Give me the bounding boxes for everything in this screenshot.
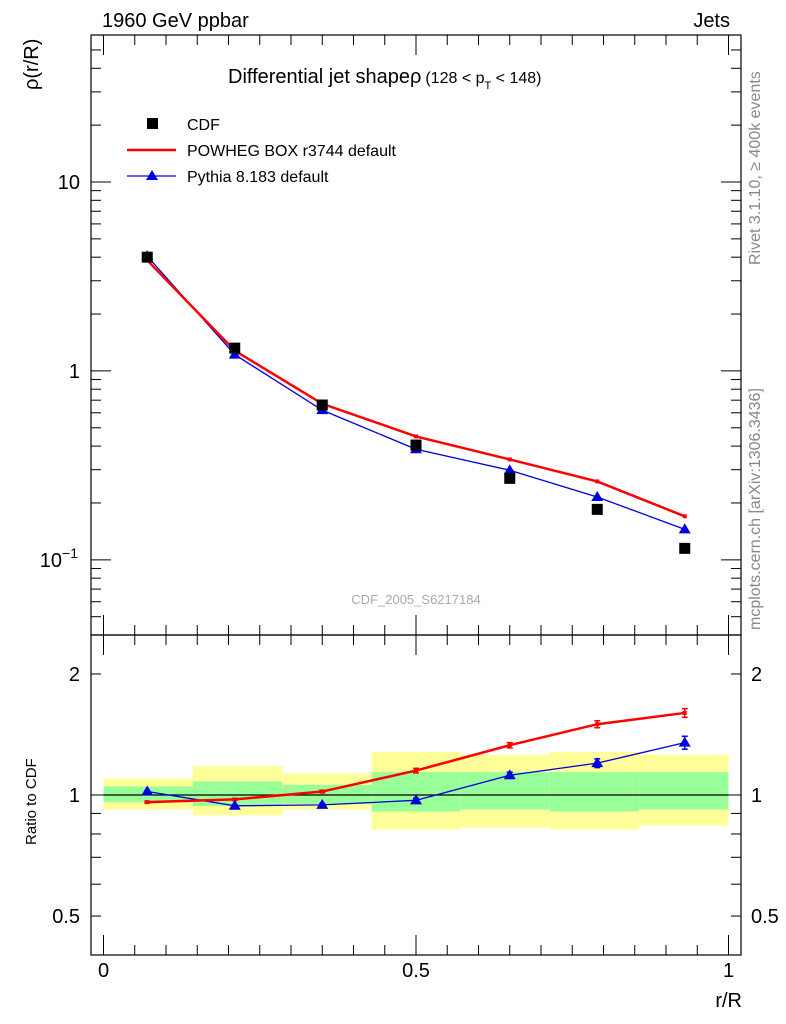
powheg-ratio-point — [507, 743, 512, 748]
powheg-ratio-point — [145, 800, 150, 805]
powheg-point — [507, 457, 512, 462]
cdf-point — [229, 342, 241, 354]
legend-marker-pythia — [146, 170, 158, 180]
pythia-ratio-point — [591, 757, 604, 768]
main-ytick-label: 1 — [69, 361, 80, 383]
legend-label-pythia: Pythia 8.183 default — [187, 169, 329, 186]
cdf-point — [410, 439, 422, 451]
cdf-point — [141, 251, 153, 263]
pythia-ratio-point — [141, 785, 154, 796]
band-inner-bin — [282, 784, 372, 804]
x-axis-title: r/R — [715, 990, 742, 1012]
pythia-ratio-point — [228, 799, 241, 810]
xtick-label: 0.5 — [402, 960, 430, 982]
main-ytick-label: 10 — [58, 172, 80, 194]
ratio-ytick-label-right: 2 — [751, 664, 762, 686]
cdf-point — [504, 472, 516, 484]
pythia-ratio-point — [503, 769, 516, 780]
analysis-watermark: CDF_2005_S6217184 — [351, 592, 480, 607]
pythia-ratio-point — [410, 794, 422, 805]
pythia-ratio-point — [316, 798, 329, 809]
cdf-point — [316, 399, 328, 411]
legend-label-cdf: CDF — [187, 117, 220, 134]
xtick-label: 1 — [723, 960, 734, 982]
main-curves — [141, 250, 691, 554]
powheg-ratio-point — [595, 722, 600, 727]
ratio-ytick-label-right: 0.5 — [751, 906, 779, 928]
pythia-line — [146, 255, 685, 530]
axes — [90, 34, 742, 956]
pythia-point — [678, 523, 691, 534]
ratio-ytick-label-left: 0.5 — [52, 906, 80, 928]
powheg-line — [146, 259, 686, 518]
cdf-point — [591, 503, 603, 515]
xtick-label: 0 — [98, 960, 109, 982]
ratio-ytick-label-right: 1 — [751, 785, 762, 807]
legend-marker-cdf — [147, 118, 158, 129]
header-left: 1960 GeV ppbar — [102, 10, 249, 32]
mcplots-label: mcplots.cern.ch [arXiv:1306.3436] — [747, 388, 764, 630]
legend-label-powheg: POWHEG BOX r3744 default — [187, 143, 397, 160]
powheg-point — [682, 514, 687, 519]
legend: CDF POWHEG BOX r3744 default Pythia 8.18… — [127, 117, 397, 186]
plot-title: Differential jet shapeρ (128 < pT < 148) — [228, 66, 542, 92]
pythia-point — [591, 491, 604, 502]
cdf-point — [679, 542, 691, 554]
ratio-ytick-label-left: 1 — [69, 785, 80, 807]
pythia-ratio-point — [678, 736, 691, 747]
powheg-ratio-point — [414, 768, 418, 773]
band-inner-bin — [639, 772, 729, 810]
powheg-ratio-point — [682, 710, 687, 715]
powheg-ratio-point — [320, 789, 325, 794]
powheg-point — [595, 479, 600, 484]
pythia-point — [503, 464, 516, 475]
main-y-axis-title: ρ(r/R) — [21, 39, 43, 90]
powheg-point — [414, 434, 418, 439]
header-right: Jets — [693, 10, 730, 32]
powheg-ratio-point — [232, 797, 237, 802]
ratio-uncertainty-bands — [103, 751, 729, 830]
main-ytick-label: 10−1 — [40, 545, 78, 572]
tick-labels: 10−1 1 10 0.5 0.5 1 1 2 2 0 0.5 1 — [40, 172, 779, 982]
ratio-ytick-label-left: 2 — [69, 664, 80, 686]
ratio-curves — [141, 707, 691, 810]
band-inner-bin — [549, 772, 640, 812]
band-inner-bin — [192, 781, 283, 806]
ratio-y-axis-title: Ratio to CDF — [23, 758, 40, 845]
rivet-label: Rivet 3.1.10, ≥ 400k events — [747, 71, 764, 265]
